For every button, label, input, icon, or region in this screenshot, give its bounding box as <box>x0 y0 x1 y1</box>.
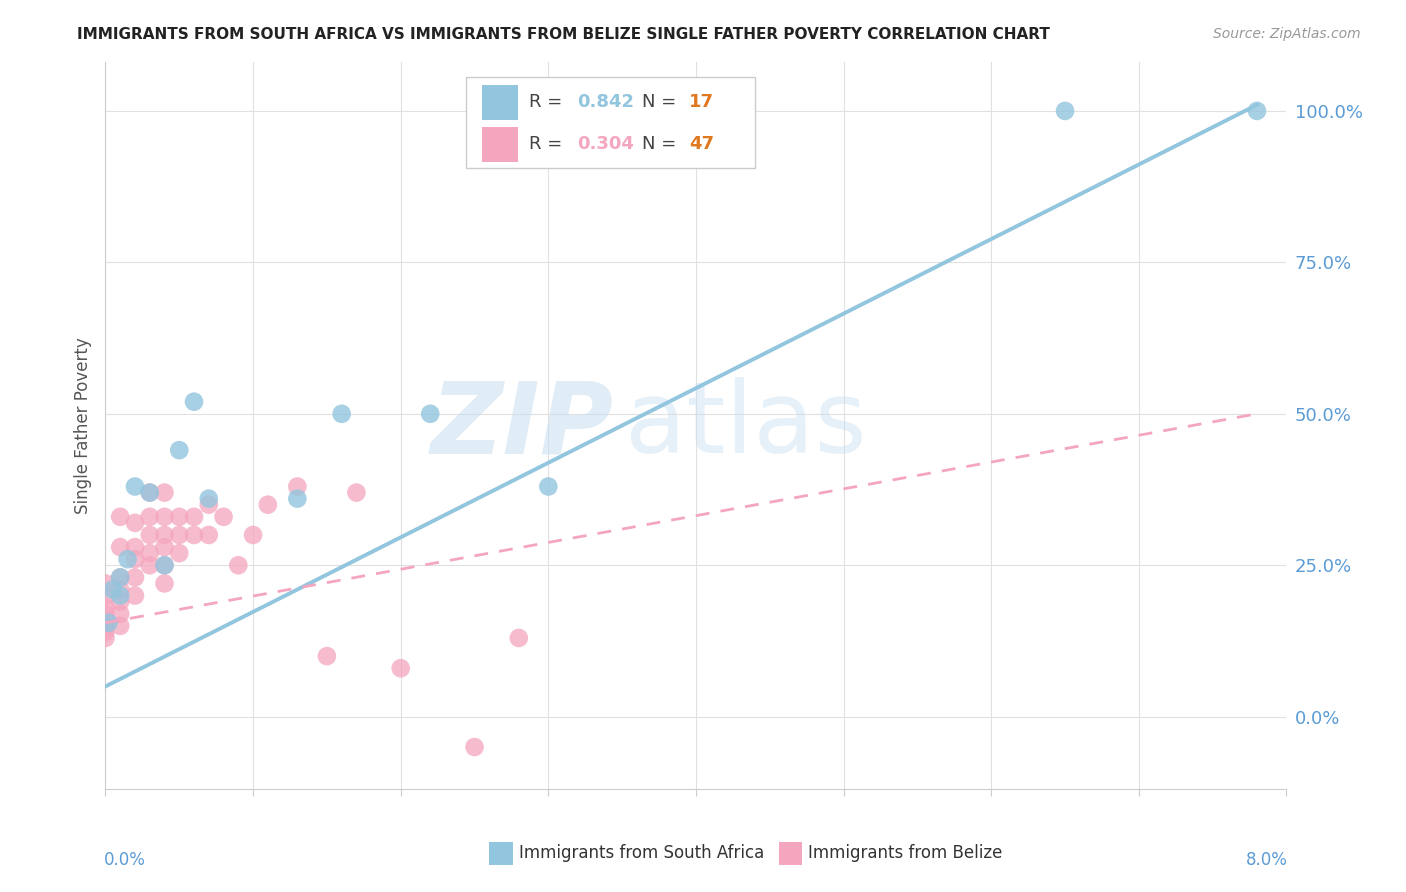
Point <box>117 552 139 566</box>
Point <box>138 485 162 500</box>
Point <box>110 582 132 597</box>
Point <box>287 491 309 506</box>
Point <box>153 576 176 591</box>
Point <box>110 509 132 524</box>
Point <box>330 407 353 421</box>
Bar <box>779 842 803 865</box>
Point <box>346 485 368 500</box>
Point <box>110 570 132 584</box>
Text: 17: 17 <box>689 94 714 112</box>
Point <box>183 528 205 542</box>
Point <box>1054 103 1077 118</box>
Point <box>110 607 132 621</box>
Point <box>110 589 132 603</box>
Point <box>94 576 117 591</box>
Point <box>169 546 191 560</box>
Text: 0.0%: 0.0% <box>104 851 146 869</box>
Point <box>110 570 132 584</box>
Text: 0.842: 0.842 <box>576 94 634 112</box>
Text: Immigrants from South Africa: Immigrants from South Africa <box>519 845 763 863</box>
Bar <box>465 77 755 168</box>
Point <box>153 558 176 573</box>
Point <box>169 509 191 524</box>
Point <box>153 528 176 542</box>
Point <box>94 631 117 645</box>
Point <box>153 558 176 573</box>
Point <box>153 509 176 524</box>
Point <box>94 607 117 621</box>
Bar <box>482 85 517 120</box>
Point <box>287 479 309 493</box>
Point <box>124 589 146 603</box>
Point <box>138 558 162 573</box>
Point <box>389 661 412 675</box>
Point <box>110 594 132 608</box>
Text: ZIP: ZIP <box>430 377 613 475</box>
Point <box>94 624 117 639</box>
Text: Immigrants from Belize: Immigrants from Belize <box>808 845 1002 863</box>
Point <box>183 394 205 409</box>
Point <box>419 407 441 421</box>
Point <box>153 540 176 554</box>
Point <box>97 615 120 630</box>
Bar <box>489 842 513 865</box>
Point <box>124 570 146 584</box>
Text: R =: R = <box>530 136 568 153</box>
Point <box>228 558 250 573</box>
Point <box>169 443 191 458</box>
Point <box>138 485 162 500</box>
Point <box>124 540 146 554</box>
Point <box>257 498 280 512</box>
Point <box>183 509 205 524</box>
Bar <box>482 127 517 161</box>
Point <box>94 589 117 603</box>
Point <box>101 582 124 597</box>
Point <box>1246 103 1268 118</box>
Point <box>110 540 132 554</box>
Point <box>124 552 146 566</box>
Text: IMMIGRANTS FROM SOUTH AFRICA VS IMMIGRANTS FROM BELIZE SINGLE FATHER POVERTY COR: IMMIGRANTS FROM SOUTH AFRICA VS IMMIGRAN… <box>77 27 1050 42</box>
Point <box>315 649 337 664</box>
Point <box>110 619 132 633</box>
Point <box>197 498 219 512</box>
Text: 0.304: 0.304 <box>576 136 634 153</box>
Point <box>197 528 219 542</box>
Point <box>138 546 162 560</box>
Point <box>537 479 560 493</box>
Text: 8.0%: 8.0% <box>1246 851 1288 869</box>
Point <box>197 491 219 506</box>
Text: N =: N = <box>641 136 682 153</box>
Point <box>242 528 264 542</box>
Point <box>153 485 176 500</box>
Text: N =: N = <box>641 94 682 112</box>
Text: R =: R = <box>530 94 568 112</box>
Point <box>124 516 146 530</box>
Point <box>94 619 117 633</box>
Point <box>138 509 162 524</box>
Point <box>169 528 191 542</box>
Point <box>94 600 117 615</box>
Point <box>508 631 530 645</box>
Point <box>212 509 235 524</box>
Y-axis label: Single Father Poverty: Single Father Poverty <box>73 337 91 515</box>
Text: 47: 47 <box>689 136 714 153</box>
Point <box>464 739 486 754</box>
Text: Source: ZipAtlas.com: Source: ZipAtlas.com <box>1213 27 1361 41</box>
Text: atlas: atlas <box>626 377 866 475</box>
Point <box>138 528 162 542</box>
Point <box>124 479 146 493</box>
